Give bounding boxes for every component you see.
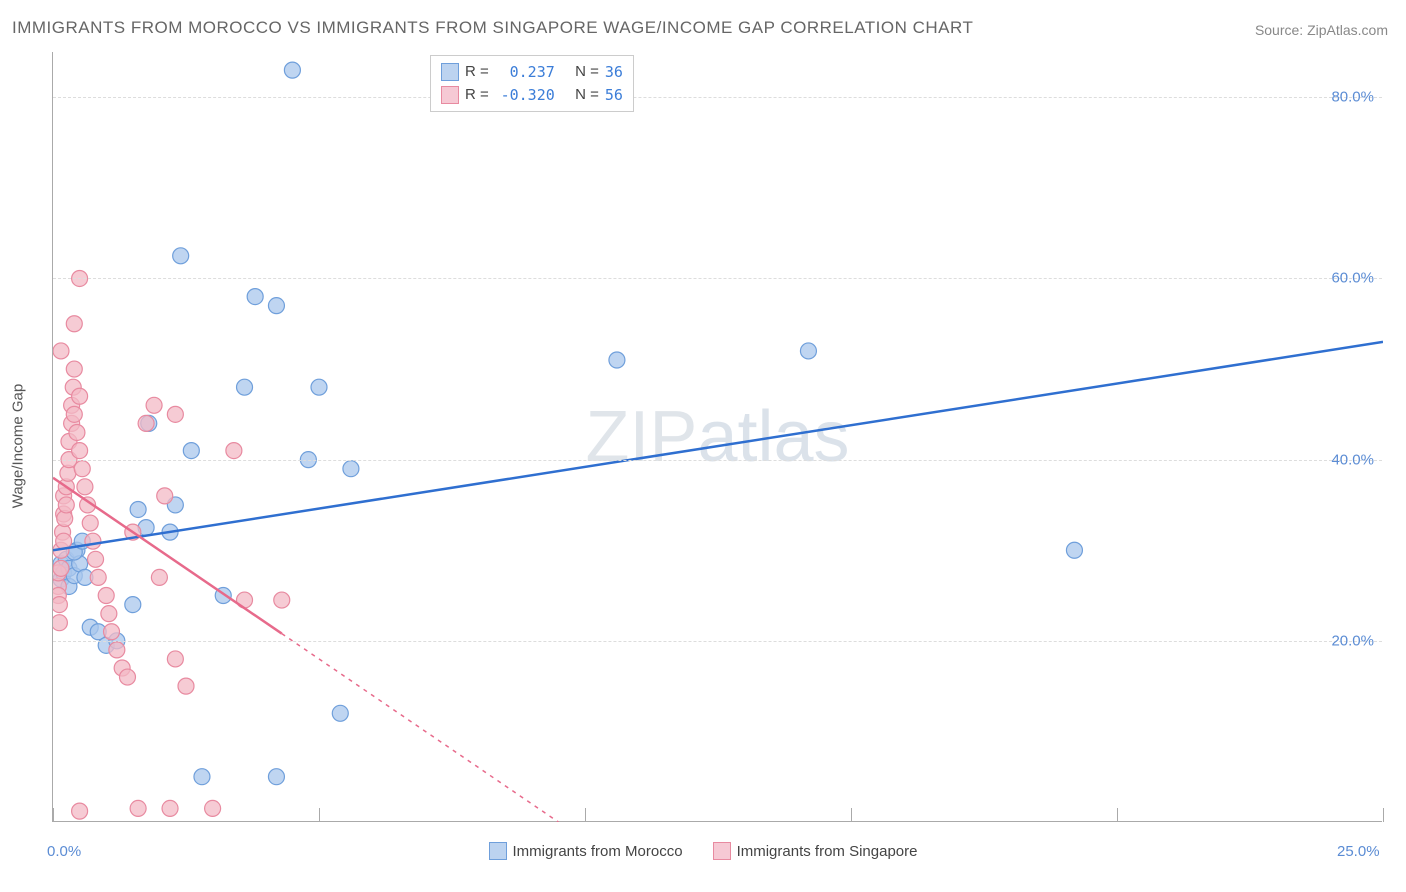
legend-stat-row-morocco: R =0.237 N = 36 [441, 61, 623, 84]
scatter-point-singapore [72, 443, 88, 459]
scatter-point-singapore [53, 560, 69, 576]
scatter-point-singapore [69, 424, 85, 440]
scatter-point-singapore [66, 406, 82, 422]
scatter-point-morocco [343, 461, 359, 477]
scatter-point-singapore [101, 606, 117, 622]
scatter-point-morocco [284, 62, 300, 78]
legend-series: Immigrants from Morocco Immigrants from S… [0, 842, 1406, 860]
trendline-singapore-dashed [282, 634, 559, 822]
scatter-point-singapore [205, 800, 221, 816]
scatter-point-singapore [53, 615, 67, 631]
legend-label-singapore: Immigrants from Singapore [737, 843, 918, 860]
chart-svg [53, 52, 1383, 822]
scatter-point-morocco [237, 379, 253, 395]
scatter-point-morocco [268, 769, 284, 785]
scatter-point-singapore [157, 488, 173, 504]
scatter-point-singapore [104, 624, 120, 640]
scatter-point-singapore [74, 461, 90, 477]
plot-area: ZIPatlas 20.0%40.0%60.0%80.0% [52, 52, 1382, 822]
scatter-point-singapore [146, 397, 162, 413]
scatter-point-singapore [119, 669, 135, 685]
scatter-point-singapore [167, 651, 183, 667]
legend-swatch-singapore [441, 86, 459, 104]
scatter-point-morocco [332, 705, 348, 721]
scatter-point-singapore [53, 597, 67, 613]
trendline-morocco [53, 342, 1383, 550]
scatter-point-singapore [82, 515, 98, 531]
y-tick-label: 80.0% [1331, 89, 1374, 106]
scatter-point-singapore [77, 479, 93, 495]
scatter-point-singapore [90, 569, 106, 585]
scatter-point-morocco [247, 289, 263, 305]
scatter-point-morocco [609, 352, 625, 368]
legend-label-morocco: Immigrants from Morocco [513, 843, 683, 860]
scatter-point-singapore [130, 800, 146, 816]
x-tick-label: 25.0% [1337, 843, 1380, 860]
scatter-point-singapore [53, 343, 69, 359]
y-tick-label: 20.0% [1331, 632, 1374, 649]
scatter-point-singapore [167, 406, 183, 422]
legend-swatch-morocco [441, 63, 459, 81]
scatter-point-singapore [66, 361, 82, 377]
y-axis-label: Wage/Income Gap [10, 384, 27, 509]
scatter-point-singapore [178, 678, 194, 694]
scatter-point-singapore [66, 316, 82, 332]
scatter-point-singapore [58, 497, 74, 513]
scatter-point-singapore [72, 388, 88, 404]
scatter-point-singapore [109, 642, 125, 658]
legend-swatch-singapore [713, 842, 731, 860]
scatter-point-singapore [162, 800, 178, 816]
scatter-point-singapore [274, 592, 290, 608]
y-tick-label: 60.0% [1331, 270, 1374, 287]
scatter-point-morocco [268, 298, 284, 314]
y-tick-label: 40.0% [1331, 451, 1374, 468]
legend-stat-row-singapore: R =-0.320 N = 56 [441, 84, 623, 107]
legend-item-singapore: Immigrants from Singapore [713, 842, 918, 860]
source-label: Source: ZipAtlas.com [1255, 22, 1388, 38]
legend-swatch-morocco [489, 842, 507, 860]
legend-item-morocco: Immigrants from Morocco [489, 842, 683, 860]
scatter-point-morocco [173, 248, 189, 264]
scatter-point-morocco [130, 501, 146, 517]
scatter-point-morocco [1066, 542, 1082, 558]
scatter-point-singapore [98, 588, 114, 604]
legend-correlation: R =0.237 N = 36R =-0.320 N = 56 [430, 55, 634, 112]
scatter-point-morocco [800, 343, 816, 359]
scatter-point-morocco [311, 379, 327, 395]
scatter-point-singapore [88, 551, 104, 567]
scatter-point-singapore [138, 415, 154, 431]
scatter-point-singapore [151, 569, 167, 585]
chart-title: IMMIGRANTS FROM MOROCCO VS IMMIGRANTS FR… [12, 18, 973, 38]
scatter-point-singapore [72, 803, 88, 819]
scatter-point-morocco [183, 443, 199, 459]
scatter-point-morocco [125, 597, 141, 613]
x-tick-label: 0.0% [47, 843, 81, 860]
scatter-point-singapore [85, 533, 101, 549]
scatter-point-morocco [194, 769, 210, 785]
scatter-point-singapore [226, 443, 242, 459]
